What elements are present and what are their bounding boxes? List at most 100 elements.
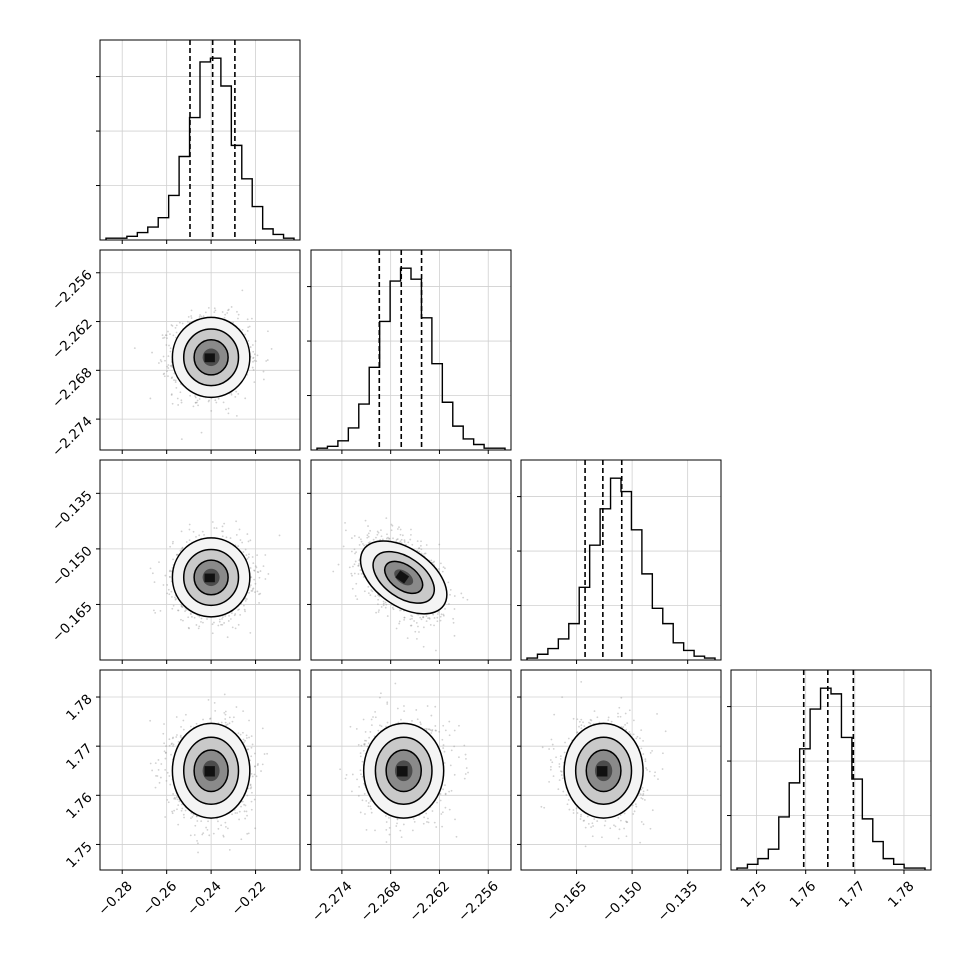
- scatter-point: [251, 366, 254, 369]
- scatter-point: [175, 736, 178, 738]
- scatter-point: [221, 623, 224, 626]
- scatter-point: [227, 407, 230, 410]
- scatter-point: [186, 320, 189, 323]
- scatter-point: [428, 616, 431, 619]
- scatter-point: [358, 563, 360, 565]
- grid-lines: [100, 670, 300, 870]
- contour-line: [182, 548, 240, 607]
- scatter-point: [366, 534, 369, 537]
- scatter-point: [180, 604, 183, 606]
- scatter-point: [211, 623, 214, 626]
- scatter-point: [215, 401, 218, 404]
- scatter-point: [353, 548, 356, 551]
- scatter-point: [213, 307, 216, 310]
- scatter-point: [244, 817, 247, 820]
- scatter-point: [370, 589, 373, 591]
- scatter-point: [259, 592, 262, 595]
- scatter-point: [453, 608, 456, 610]
- scatter-point: [416, 540, 419, 543]
- scatter-point: [160, 360, 163, 363]
- scatter-point: [224, 615, 227, 617]
- scatter-point: [266, 359, 269, 361]
- scatter-point: [194, 401, 197, 404]
- scatter-point: [223, 622, 226, 624]
- scatter-point: [247, 326, 250, 329]
- scatter-point: [223, 711, 226, 714]
- scatter-point: [396, 538, 399, 540]
- scatter-point: [190, 317, 193, 319]
- scatter-point: [170, 377, 173, 380]
- grid-lines: [731, 670, 931, 870]
- scatter-point: [359, 569, 362, 571]
- scatter-point: [382, 604, 385, 607]
- scatter-point: [223, 316, 226, 319]
- scatter-point: [354, 552, 356, 555]
- scatter-point: [188, 539, 191, 542]
- scatter-point: [210, 410, 213, 412]
- scatter-point: [188, 523, 191, 526]
- scatter-point: [243, 604, 245, 607]
- scatter-point: [411, 615, 414, 618]
- scatter-point: [391, 606, 394, 609]
- scatter-point: [252, 369, 255, 371]
- scatter-point: [237, 317, 239, 320]
- scatter-point: [151, 572, 154, 575]
- scatter-point: [399, 540, 402, 543]
- scatter-point: [234, 812, 237, 814]
- scatter-point: [428, 617, 431, 620]
- scatter-point: [363, 590, 366, 593]
- scatter-point: [399, 533, 402, 536]
- scatter-point: [254, 591, 256, 594]
- scatter-point: [226, 827, 229, 830]
- scatter-point: [190, 817, 192, 820]
- scatter-point: [197, 404, 199, 407]
- scatter-point: [253, 578, 256, 581]
- scatter-point: [167, 801, 170, 804]
- scatter-point: [203, 534, 205, 536]
- scatter-point: [415, 621, 418, 624]
- scatter-point: [435, 649, 437, 652]
- scatter-point: [270, 348, 273, 350]
- scatter-point: [249, 787, 252, 790]
- scatter-point: [234, 613, 237, 615]
- scatter-point: [377, 594, 379, 597]
- scatter-point: [378, 609, 380, 612]
- scatter-point: [227, 412, 230, 415]
- scatter-point: [182, 719, 185, 722]
- scatter-point: [188, 528, 191, 531]
- scatter-point: [149, 567, 152, 570]
- scatter-point: [403, 539, 406, 542]
- scatter-point: [166, 592, 169, 595]
- scatter-point: [439, 619, 442, 622]
- scatter-point: [228, 716, 231, 719]
- scatter-point: [385, 537, 388, 540]
- scatter-point: [190, 315, 193, 317]
- scatter-point: [194, 401, 197, 404]
- scatter-point: [415, 637, 418, 640]
- scatter-point: [165, 334, 168, 337]
- scatter-point: [384, 606, 387, 609]
- scatter-point: [180, 809, 183, 812]
- scatter-point: [171, 542, 174, 545]
- scatter-point: [167, 367, 170, 369]
- scatter-point: [246, 814, 248, 817]
- scatter-point: [170, 570, 173, 573]
- scatter-point: [251, 589, 254, 592]
- scatter-point: [232, 321, 235, 324]
- scatter-point: [167, 355, 170, 357]
- scatter-point: [183, 816, 185, 819]
- scatter-point: [411, 543, 414, 546]
- contour-line: [383, 560, 424, 595]
- scatter-point: [212, 832, 215, 835]
- scatter-point: [200, 617, 203, 620]
- scatter-point: [165, 779, 168, 782]
- scatter-point: [425, 544, 428, 546]
- scatter-point: [189, 612, 192, 615]
- scatter-point: [173, 379, 175, 381]
- scatter-point: [162, 732, 165, 735]
- axes-frame: [310, 249, 512, 451]
- scatter-point: [167, 364, 170, 366]
- scatter-point: [169, 350, 172, 353]
- scatter-point: [388, 537, 390, 540]
- scatter-point: [226, 312, 229, 314]
